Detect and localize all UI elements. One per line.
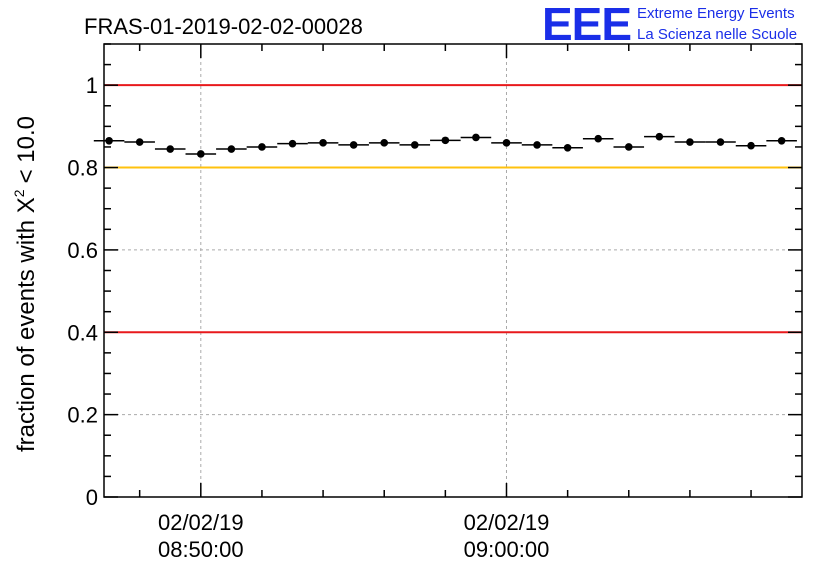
logo-line-2: La Scienza nelle Scuole	[637, 26, 797, 43]
grid	[104, 44, 802, 497]
reference-lines	[104, 84, 802, 334]
data-point	[686, 138, 694, 146]
logo-mark: EEE	[542, 0, 631, 50]
x-tick-time-label: 09:00:00	[464, 537, 550, 562]
y-tick-labels: 0 0.2 0.4 0.6 0.8 1	[67, 73, 98, 510]
y-tick-label: 0.6	[67, 238, 98, 263]
y-tick-label: 0.4	[67, 320, 98, 345]
data-point	[472, 133, 480, 142]
data-point	[533, 141, 541, 149]
data-point	[135, 138, 144, 146]
data-point	[349, 141, 358, 149]
x-tick-date-label: 02/02/19	[464, 510, 550, 535]
y-axis-label-main: fraction of events with X	[13, 197, 40, 452]
data-point	[197, 150, 205, 158]
data-point	[747, 141, 755, 150]
x-tick-date-label: 02/02/19	[158, 510, 244, 535]
data-point	[624, 143, 633, 151]
eee-logo: EEE Extreme Energy Events La Scienza nel…	[542, 0, 797, 50]
y-tick-label: 0.2	[67, 403, 98, 428]
data-point	[380, 139, 389, 147]
x-tick-time-label: 08:50:00	[158, 537, 244, 562]
y-axis-label-sup: 2	[11, 189, 27, 197]
data-point	[563, 143, 572, 152]
data-point	[288, 139, 297, 148]
data-point	[594, 134, 603, 143]
plot-frame	[103, 43, 803, 498]
data-point	[716, 138, 725, 146]
y-tick-label: 0.8	[67, 156, 98, 181]
data-point	[319, 139, 327, 147]
chart-title: FRAS-01-2019-02-02-00028	[84, 14, 363, 39]
data-point	[166, 145, 175, 153]
data-series	[93, 132, 797, 158]
y-axis-label-tail: < 10.0	[13, 116, 40, 183]
data-point	[258, 143, 266, 151]
y-tick-label: 0	[86, 485, 98, 510]
data-point	[777, 136, 786, 145]
y-axis-label: fraction of events with X2 < 10.0	[11, 116, 40, 452]
data-point	[227, 145, 236, 153]
data-point	[441, 136, 450, 145]
data-point	[655, 132, 664, 141]
data-point	[410, 141, 419, 149]
y-tick-label: 1	[86, 73, 98, 98]
data-point	[105, 136, 113, 145]
data-point	[502, 139, 511, 147]
logo-line-1: Extreme Energy Events	[637, 5, 795, 22]
axis-ticks	[104, 43, 802, 498]
